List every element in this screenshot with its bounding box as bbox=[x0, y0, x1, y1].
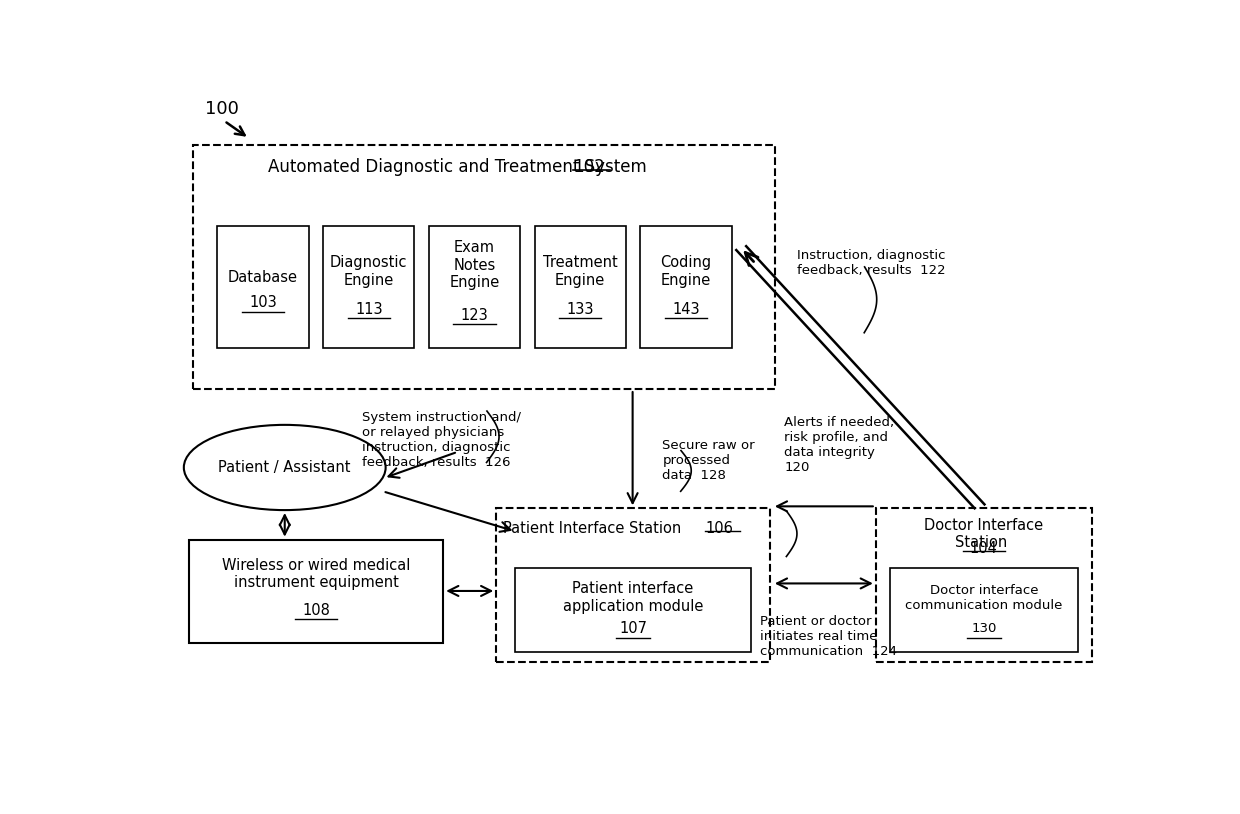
Text: 108: 108 bbox=[303, 602, 330, 618]
Text: 100: 100 bbox=[205, 100, 239, 118]
FancyBboxPatch shape bbox=[429, 226, 521, 348]
Text: 102: 102 bbox=[573, 159, 605, 177]
FancyBboxPatch shape bbox=[324, 226, 414, 348]
Text: 143: 143 bbox=[672, 302, 699, 317]
Text: Database: Database bbox=[228, 270, 298, 286]
Text: Wireless or wired medical
instrument equipment: Wireless or wired medical instrument equ… bbox=[222, 558, 410, 590]
Text: Automated Diagnostic and Treatment System: Automated Diagnostic and Treatment Syste… bbox=[268, 159, 652, 177]
FancyBboxPatch shape bbox=[890, 568, 1078, 652]
Text: Instruction, diagnostic
feedback, results  122: Instruction, diagnostic feedback, result… bbox=[797, 249, 946, 278]
Text: Patient or doctor
initiates real time
communication  124: Patient or doctor initiates real time co… bbox=[760, 615, 898, 658]
Text: Alerts if needed,
risk profile, and
data integrity
120: Alerts if needed, risk profile, and data… bbox=[785, 416, 894, 474]
Text: 130: 130 bbox=[971, 623, 997, 636]
Ellipse shape bbox=[184, 425, 386, 510]
Text: 106: 106 bbox=[706, 521, 733, 536]
FancyBboxPatch shape bbox=[496, 508, 770, 662]
Text: Patient / Assistant: Patient / Assistant bbox=[218, 460, 351, 475]
Text: 103: 103 bbox=[249, 295, 277, 310]
Text: 123: 123 bbox=[460, 308, 489, 323]
Text: Treatment
Engine: Treatment Engine bbox=[543, 256, 618, 288]
Text: 107: 107 bbox=[619, 621, 647, 637]
Text: Coding
Engine: Coding Engine bbox=[661, 256, 712, 288]
FancyBboxPatch shape bbox=[534, 226, 626, 348]
Text: 104: 104 bbox=[970, 540, 998, 556]
Text: Doctor interface
communication module: Doctor interface communication module bbox=[905, 584, 1063, 611]
Text: Diagnostic
Engine: Diagnostic Engine bbox=[330, 256, 408, 288]
Text: 133: 133 bbox=[567, 302, 594, 317]
FancyBboxPatch shape bbox=[875, 508, 1092, 662]
FancyBboxPatch shape bbox=[193, 145, 775, 389]
FancyBboxPatch shape bbox=[516, 568, 751, 652]
Text: Exam
Notes
Engine: Exam Notes Engine bbox=[449, 240, 500, 291]
Text: Patient interface
application module: Patient interface application module bbox=[563, 581, 703, 614]
Text: 113: 113 bbox=[355, 302, 383, 317]
FancyBboxPatch shape bbox=[217, 226, 309, 348]
FancyBboxPatch shape bbox=[188, 540, 444, 643]
FancyBboxPatch shape bbox=[640, 226, 732, 348]
Text: Secure raw or
processed
data  128: Secure raw or processed data 128 bbox=[662, 440, 755, 482]
Text: Patient Interface Station: Patient Interface Station bbox=[503, 521, 686, 536]
Text: System instruction and/
or relayed physicians
instruction, diagnostic
feedback, : System instruction and/ or relayed physi… bbox=[362, 411, 521, 469]
Text: Doctor Interface
Station: Doctor Interface Station bbox=[924, 518, 1043, 550]
